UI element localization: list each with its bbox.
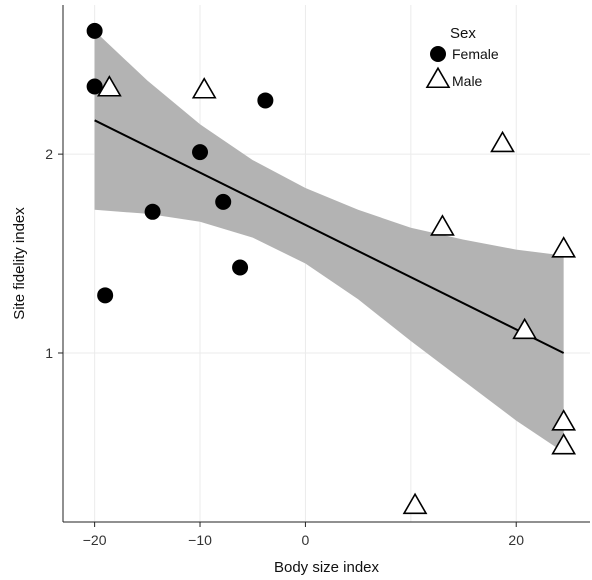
point-male bbox=[490, 130, 515, 153]
x-tick-label: 0 bbox=[302, 532, 310, 548]
point-female bbox=[86, 78, 103, 95]
point-male bbox=[551, 433, 577, 455]
x-tick-label: 20 bbox=[508, 532, 524, 548]
confidence-band-area bbox=[94, 30, 564, 453]
point-male bbox=[512, 317, 538, 340]
y-axis-ticks: 12 bbox=[45, 146, 63, 361]
y-tick-label: 1 bbox=[45, 345, 53, 361]
point-female bbox=[144, 203, 161, 220]
point-female bbox=[97, 287, 114, 304]
point-male bbox=[551, 236, 577, 258]
point-female bbox=[192, 144, 209, 161]
x-axis-title: Body size index bbox=[274, 559, 380, 576]
legend-title: Sex bbox=[450, 25, 476, 42]
point-male bbox=[402, 492, 428, 515]
confidence-band bbox=[94, 30, 564, 453]
data-points bbox=[86, 22, 577, 515]
point-female bbox=[232, 259, 249, 276]
legend-female-marker bbox=[430, 46, 446, 62]
point-male bbox=[551, 409, 577, 431]
y-tick-label: 2 bbox=[45, 146, 53, 162]
legend-female-label: Female bbox=[452, 46, 499, 62]
point-male bbox=[96, 75, 122, 97]
regression-line bbox=[94, 119, 565, 354]
x-tick-label: −20 bbox=[83, 532, 107, 548]
x-tick-label: −10 bbox=[188, 532, 212, 548]
x-axis-ticks: −20 −10 0 20 bbox=[83, 522, 524, 548]
legend-male-marker bbox=[425, 66, 451, 89]
point-female bbox=[257, 92, 274, 109]
legend: Sex Female Male bbox=[425, 25, 499, 89]
point-female bbox=[215, 193, 232, 210]
legend-male-label: Male bbox=[452, 73, 483, 89]
point-female bbox=[86, 22, 103, 39]
fit-line bbox=[94, 119, 565, 354]
point-male bbox=[430, 214, 455, 236]
y-axis-title: Site fidelity index bbox=[11, 207, 28, 320]
point-male bbox=[191, 77, 217, 99]
